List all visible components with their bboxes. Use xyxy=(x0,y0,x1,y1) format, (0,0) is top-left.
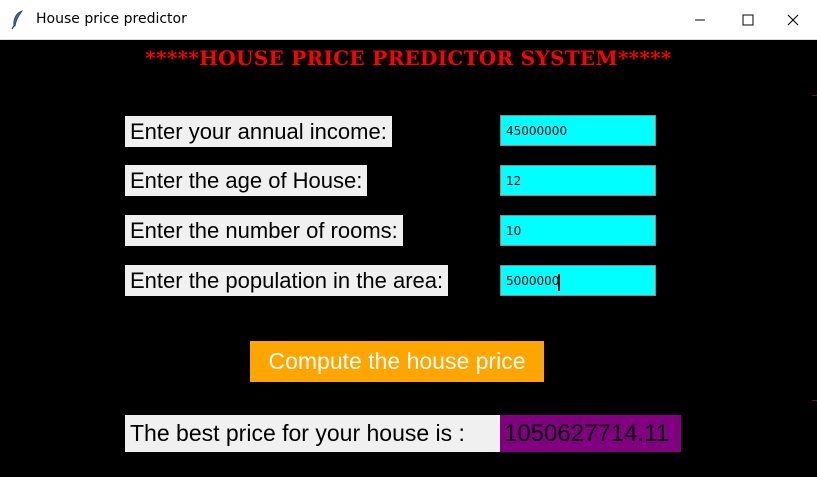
main-panel: *****HOUSE PRICE PREDICTOR SYSTEM***** E… xyxy=(0,40,817,477)
compute-price-button[interactable]: Compute the house price xyxy=(250,341,544,382)
edge-divider xyxy=(812,400,817,401)
income-label: Enter your annual income: xyxy=(125,116,392,147)
close-icon xyxy=(787,14,799,26)
title-bar[interactable]: House price predictor xyxy=(0,0,817,40)
maximize-button[interactable] xyxy=(724,0,772,40)
edge-divider xyxy=(812,95,817,96)
minimize-icon xyxy=(695,19,705,21)
rooms-label: Enter the number of rooms: xyxy=(125,215,403,246)
minimize-button[interactable] xyxy=(676,0,724,40)
window-title: House price predictor xyxy=(36,11,187,27)
population-label: Enter the population in the area: xyxy=(125,265,449,296)
feather-icon xyxy=(10,10,26,30)
close-button[interactable] xyxy=(769,0,817,40)
house-age-input[interactable] xyxy=(500,165,656,196)
population-input[interactable] xyxy=(500,265,656,296)
house-age-label: Enter the age of House: xyxy=(125,165,368,196)
maximize-icon xyxy=(742,14,754,26)
income-input[interactable] xyxy=(500,115,656,146)
result-label: The best price for your house is : xyxy=(125,415,500,452)
page-title: *****HOUSE PRICE PREDICTOR SYSTEM***** xyxy=(145,46,672,70)
predicted-price-value: 1050627714.11 xyxy=(500,415,681,452)
rooms-input[interactable] xyxy=(500,215,656,246)
text-cursor xyxy=(558,274,560,291)
